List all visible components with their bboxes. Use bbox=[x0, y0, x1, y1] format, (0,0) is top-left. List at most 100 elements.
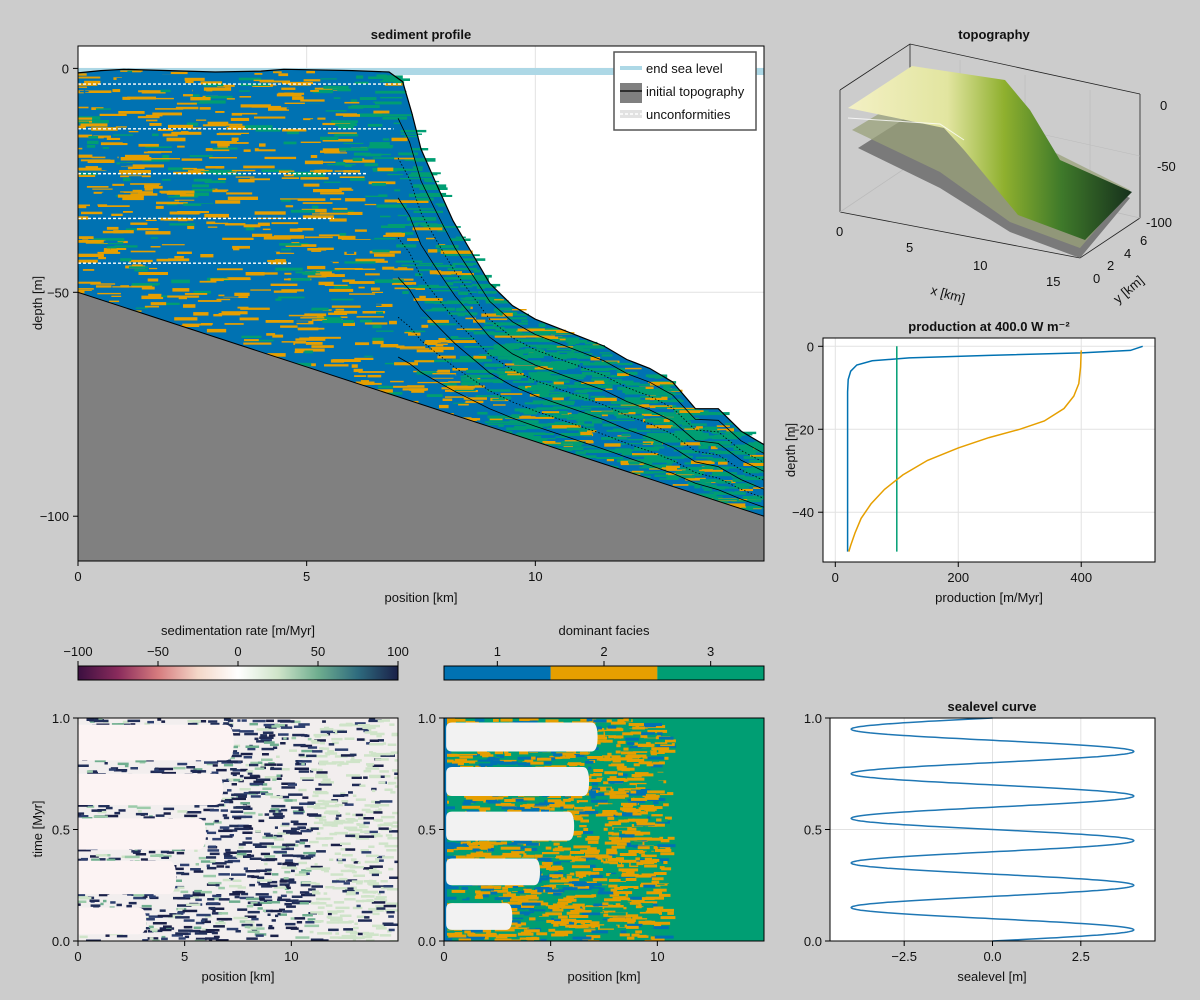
rate-cell bbox=[160, 850, 170, 854]
facies-patch bbox=[487, 415, 520, 419]
facies-patch bbox=[378, 153, 391, 156]
facies-patch bbox=[112, 134, 133, 137]
facies-patch bbox=[556, 416, 569, 419]
facies-patch bbox=[577, 421, 585, 426]
facies-patch bbox=[254, 116, 286, 119]
facies-patch bbox=[411, 389, 425, 393]
facies-cell bbox=[603, 804, 614, 808]
rate-cell bbox=[372, 885, 385, 888]
rate-cell bbox=[340, 842, 351, 845]
facies-patch bbox=[217, 123, 243, 126]
rate-cell bbox=[149, 937, 154, 940]
facies-cell bbox=[572, 881, 586, 885]
rate-cell bbox=[326, 752, 338, 755]
rate-cell bbox=[296, 854, 305, 858]
facies-cell bbox=[590, 795, 596, 799]
facies-patch bbox=[312, 213, 327, 215]
rate-cell bbox=[366, 763, 375, 766]
facies-patch bbox=[538, 441, 556, 443]
production-lines bbox=[846, 345, 1143, 552]
rate-cell bbox=[78, 764, 89, 767]
facies-patch bbox=[95, 108, 111, 110]
rate-cell bbox=[276, 763, 283, 766]
facies-patch bbox=[645, 374, 664, 378]
rate-cell bbox=[184, 935, 190, 939]
facies-cell bbox=[616, 744, 621, 748]
facies-patch bbox=[78, 240, 104, 243]
facies-patch bbox=[383, 235, 405, 237]
facies-cell bbox=[501, 854, 522, 858]
facies-patch bbox=[297, 327, 325, 330]
rate-cell bbox=[315, 803, 330, 806]
facies-cell bbox=[659, 893, 671, 897]
facies-patch bbox=[461, 305, 471, 309]
rate-cell bbox=[341, 934, 357, 938]
production-grid bbox=[823, 338, 1155, 562]
facies-patch bbox=[173, 232, 186, 236]
facies-cell bbox=[607, 778, 626, 781]
facies-patch bbox=[206, 169, 236, 173]
facies-patch bbox=[397, 214, 407, 217]
facies-cell bbox=[465, 720, 479, 724]
facies-patch bbox=[577, 355, 598, 359]
facies-cell bbox=[451, 889, 468, 893]
facies-cell bbox=[558, 915, 568, 919]
production-xtick-label: 400 bbox=[1070, 570, 1092, 585]
facies-patch bbox=[628, 428, 637, 431]
rate-cell bbox=[363, 867, 374, 870]
facies-cell bbox=[520, 931, 532, 935]
facies-patch bbox=[626, 442, 652, 445]
rate-cell bbox=[293, 743, 306, 747]
facies-patch bbox=[714, 434, 740, 438]
heatmap-xtick-label: 0 bbox=[440, 949, 447, 964]
facies-cell bbox=[551, 933, 565, 937]
facies-cell bbox=[597, 761, 611, 765]
facies-patch bbox=[102, 147, 109, 149]
rate-cell bbox=[331, 737, 343, 741]
facies-patch bbox=[544, 442, 561, 444]
facies-patch bbox=[628, 462, 640, 465]
facies-patch bbox=[168, 167, 191, 171]
facies-patch bbox=[335, 308, 345, 311]
rate-cell bbox=[298, 871, 308, 874]
rate-cell bbox=[324, 869, 329, 873]
facies-cell bbox=[495, 802, 512, 806]
facies-cell bbox=[598, 801, 608, 805]
rate-cell bbox=[150, 770, 164, 774]
facies-cell bbox=[608, 858, 622, 861]
bedding-line bbox=[397, 356, 764, 508]
rate-cell bbox=[236, 852, 247, 856]
rate-cell bbox=[213, 935, 220, 939]
rate-cell bbox=[176, 851, 185, 855]
facies-patch bbox=[684, 462, 694, 465]
sediment-profile-ytick-label: −100 bbox=[40, 509, 69, 524]
rate-cell bbox=[390, 751, 398, 754]
facies-patch bbox=[288, 171, 314, 174]
facies-patch bbox=[670, 436, 696, 440]
facies-patch bbox=[416, 349, 444, 353]
rate-cell bbox=[216, 917, 231, 921]
facies-cell bbox=[462, 802, 471, 806]
facies-cell bbox=[621, 802, 637, 806]
facies-cell bbox=[628, 850, 644, 853]
facies-patch bbox=[251, 105, 282, 108]
facies-cell bbox=[566, 911, 580, 915]
rate-cell bbox=[362, 931, 369, 935]
facies-patch bbox=[477, 411, 488, 415]
facies-cell bbox=[627, 777, 645, 781]
facies-patch bbox=[650, 392, 676, 396]
facies-cell bbox=[630, 896, 643, 900]
facies-patch bbox=[122, 197, 144, 201]
rate-cell bbox=[207, 831, 217, 835]
facies-patch bbox=[466, 369, 493, 373]
rate-cell bbox=[148, 915, 163, 918]
facies-patch bbox=[681, 454, 689, 458]
facies-patch bbox=[414, 184, 447, 188]
facies-cell bbox=[526, 842, 539, 846]
facies-patch bbox=[632, 454, 663, 457]
facies-patch bbox=[512, 380, 535, 383]
facies-cell bbox=[579, 757, 588, 761]
facies-patch bbox=[605, 367, 625, 370]
rate-cell bbox=[247, 772, 253, 775]
facies-patch bbox=[364, 237, 396, 240]
